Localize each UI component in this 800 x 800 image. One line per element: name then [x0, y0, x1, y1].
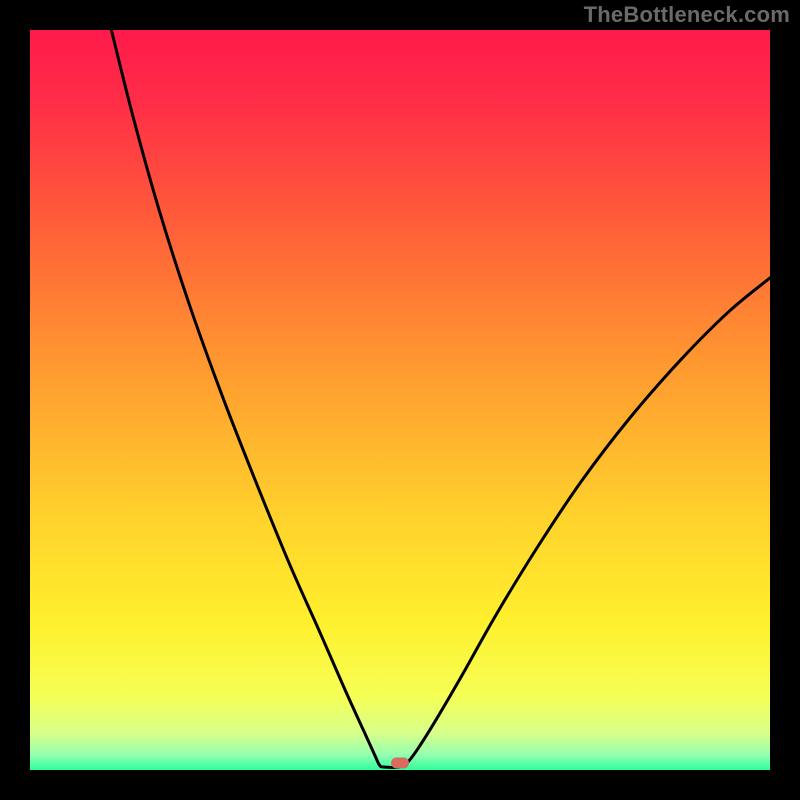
optimal-point-marker — [391, 757, 409, 768]
curve-path — [111, 30, 770, 767]
plot-area — [30, 30, 770, 770]
watermark-text: TheBottleneck.com — [584, 2, 790, 28]
bottleneck-curve — [30, 30, 770, 770]
